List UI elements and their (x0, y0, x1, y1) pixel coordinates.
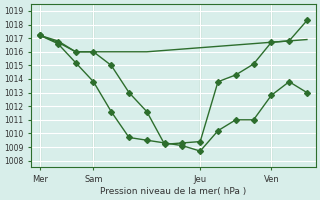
X-axis label: Pression niveau de la mer( hPa ): Pression niveau de la mer( hPa ) (100, 187, 247, 196)
